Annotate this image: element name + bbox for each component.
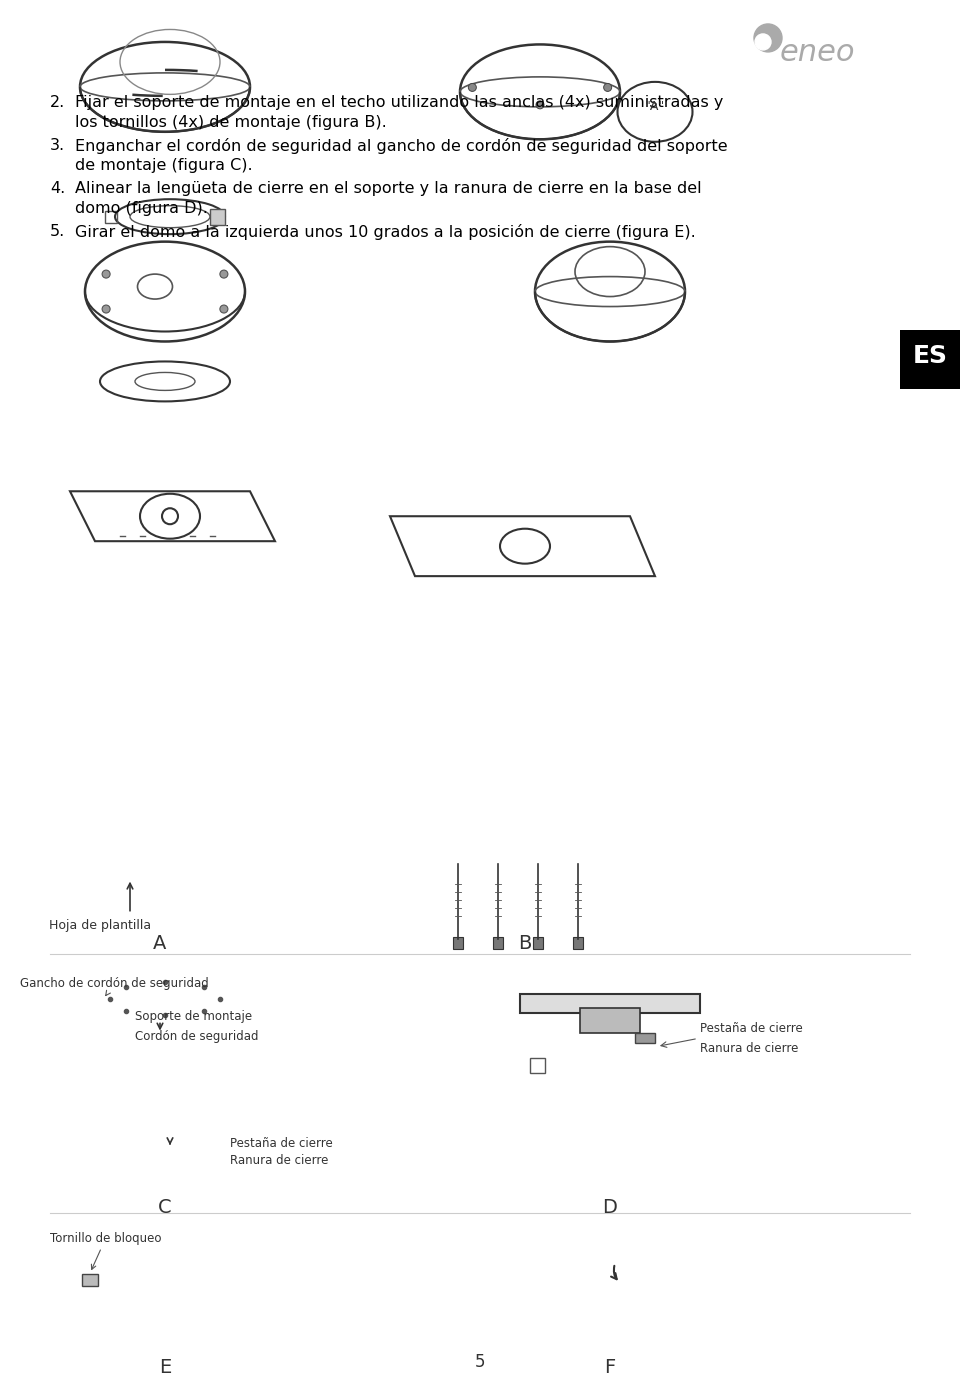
Text: Cordón de seguridad: Cordón de seguridad <box>135 1030 258 1043</box>
Circle shape <box>220 269 228 278</box>
Text: Tornillo de bloqueo: Tornillo de bloqueo <box>50 1231 161 1270</box>
Circle shape <box>536 101 544 109</box>
Text: Pestaña de cierre: Pestaña de cierre <box>230 1137 333 1150</box>
Circle shape <box>220 305 228 314</box>
Bar <box>493 937 503 948</box>
Text: Hoja de plantilla: Hoja de plantilla <box>49 919 151 931</box>
Bar <box>573 937 583 948</box>
Circle shape <box>468 83 476 91</box>
Text: 5.: 5. <box>50 224 65 239</box>
Text: A: A <box>154 934 167 952</box>
Text: F: F <box>605 1359 615 1376</box>
Text: "A": "A" <box>645 101 665 113</box>
Text: D: D <box>603 1198 617 1218</box>
Text: 2.: 2. <box>50 95 65 109</box>
Bar <box>530 1059 545 1074</box>
Text: Alinear la lengüeta de cierre en el soporte y la ranura de cierre en la base del: Alinear la lengüeta de cierre en el sopo… <box>75 181 702 196</box>
Text: domo (figura D).: domo (figura D). <box>75 200 208 216</box>
Text: ES: ES <box>913 344 948 369</box>
Bar <box>900 329 960 390</box>
Text: Soporte de montaje: Soporte de montaje <box>135 1010 252 1023</box>
Text: Pestaña de cierre: Pestaña de cierre <box>700 1021 803 1035</box>
Bar <box>453 937 463 948</box>
Bar <box>82 1274 98 1287</box>
Circle shape <box>102 305 110 314</box>
Text: C: C <box>158 1198 172 1218</box>
Circle shape <box>754 23 782 53</box>
Bar <box>210 209 225 225</box>
Text: Girar el domo a la izquierda unos 10 grados a la posición de cierre (figura E).: Girar el domo a la izquierda unos 10 gra… <box>75 224 696 239</box>
Bar <box>533 937 543 948</box>
Bar <box>520 994 700 1013</box>
Text: Fijar el soporte de montaje en el techo utilizando las anclas (4x) suministradas: Fijar el soporte de montaje en el techo … <box>75 95 724 109</box>
Text: E: E <box>158 1359 171 1376</box>
Text: 4.: 4. <box>50 181 65 196</box>
Circle shape <box>604 83 612 91</box>
Bar <box>105 210 117 223</box>
Text: de montaje (figura C).: de montaje (figura C). <box>75 158 252 173</box>
Text: Enganchar el cordón de seguridad al gancho de cordón de seguridad del soporte: Enganchar el cordón de seguridad al ganc… <box>75 138 728 153</box>
Circle shape <box>755 35 771 50</box>
Text: eneo: eneo <box>780 37 855 66</box>
Bar <box>635 1034 655 1043</box>
Text: los tornillos (4x) de montaje (figura B).: los tornillos (4x) de montaje (figura B)… <box>75 115 387 130</box>
Text: Ranura de cierre: Ranura de cierre <box>700 1042 799 1054</box>
Text: Ranura de cierre: Ranura de cierre <box>230 1154 328 1166</box>
Circle shape <box>102 269 110 278</box>
Text: 5: 5 <box>475 1353 485 1371</box>
Text: B: B <box>518 934 532 952</box>
Text: 3.: 3. <box>50 138 65 153</box>
Bar <box>580 1009 640 1034</box>
Text: Gancho de cordón de seguridad: Gancho de cordón de seguridad <box>20 977 208 995</box>
